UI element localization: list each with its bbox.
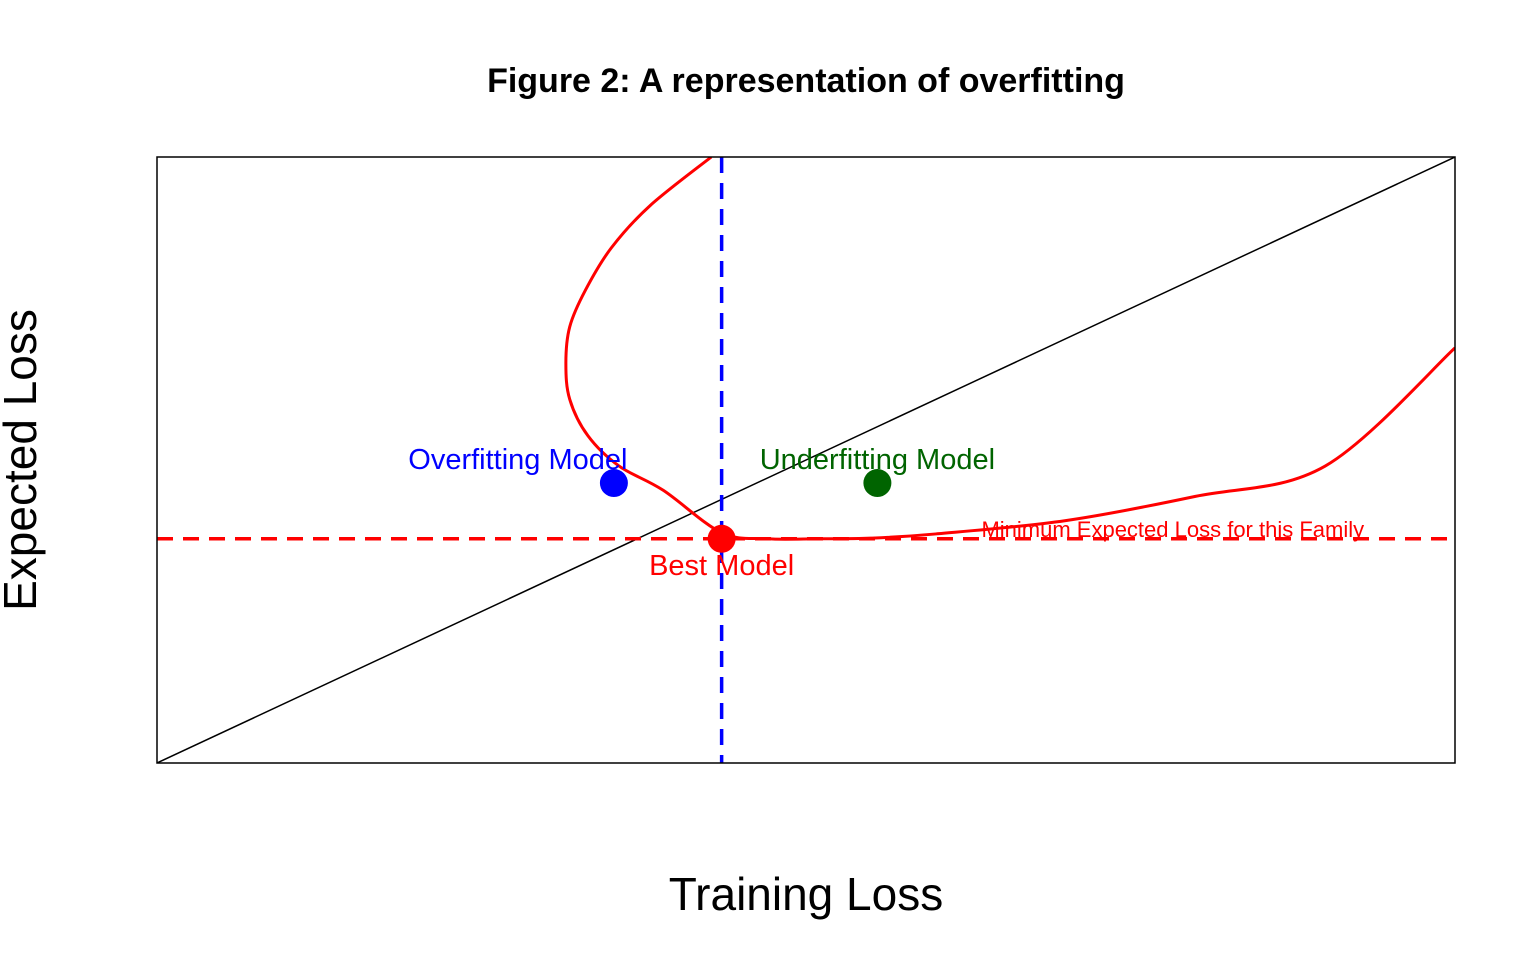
underfitting-model-label: Underfitting Model [760, 444, 995, 476]
y-axis-label: Expected Loss [0, 309, 46, 611]
underfitting-model-point [863, 469, 892, 498]
best-model-point [707, 524, 736, 553]
plot-area: Minimum Expected Loss for this Family Ove… [157, 157, 1455, 763]
overfitting-model-point [599, 469, 628, 498]
best-model-label: Best Model [649, 550, 794, 582]
chart-title: Figure 2: A representation of overfittin… [487, 62, 1125, 100]
x-axis-label: Training Loss [669, 868, 943, 920]
family-curve [564, 157, 1455, 541]
min-expected-loss-label: Minimum Expected Loss for this Family [981, 517, 1364, 542]
overfitting-model-label: Overfitting Model [408, 444, 627, 476]
plot-frame [156, 156, 1456, 764]
identity-line [157, 157, 1455, 763]
